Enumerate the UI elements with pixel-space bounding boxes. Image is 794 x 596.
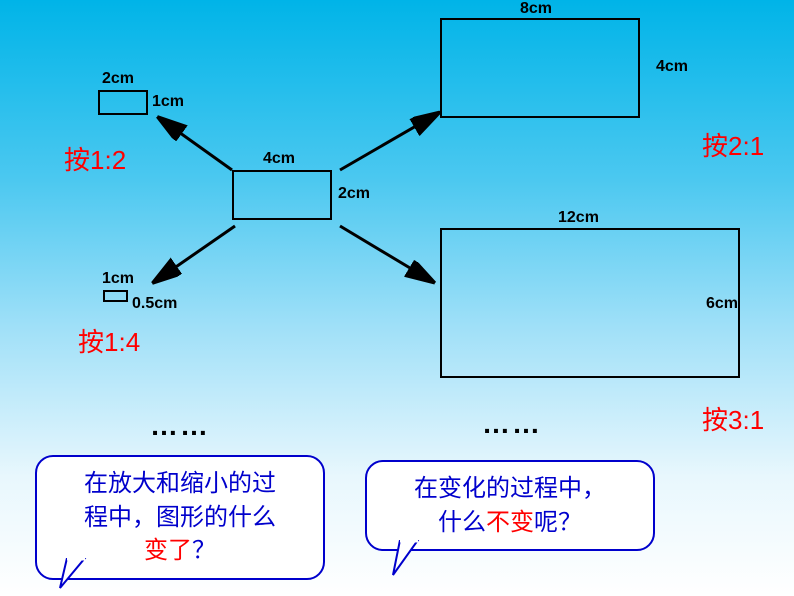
ratio-1-4: 按1:4 <box>78 322 140 359</box>
rect-1-4-width-label: 1cm <box>102 270 134 288</box>
rect-2-1-width-label: 8cm <box>520 0 552 18</box>
speech-tail-left <box>55 558 95 593</box>
ratio-2-1: 按2:1 <box>702 126 764 163</box>
bubble-left-line1: 在放大和缩小的过 <box>84 470 276 497</box>
ratio-3-1: 按3:1 <box>702 400 764 437</box>
rect-1-2 <box>98 90 148 115</box>
speech-bubble-right: 在变化的过程中， 什么不变呢？ <box>365 460 655 551</box>
bubble-right-line2b: 呢？ <box>534 509 582 536</box>
bubble-right-line1: 在变化的过程中， <box>414 475 606 502</box>
bubble-right-line2a: 什么 <box>438 509 486 536</box>
rect-3-1-width-label: 12cm <box>558 209 599 227</box>
rect-3-1 <box>440 228 740 378</box>
rect-1-2-width-label: 2cm <box>102 70 134 88</box>
center-height-label: 2cm <box>338 185 370 203</box>
arrow-to-3-1 <box>330 218 445 293</box>
ellipsis-right: …… <box>482 408 542 440</box>
arrow-to-1-2 <box>150 108 240 178</box>
rect-1-4 <box>103 290 128 302</box>
bubble-left-line2: 程中，图形的什么 <box>84 504 276 531</box>
bubble-right-highlight: 不变 <box>486 509 534 536</box>
rect-3-1-height-label: 6cm <box>706 295 738 313</box>
bubble-left-highlight: 变了 <box>144 537 192 564</box>
ellipsis-left: …… <box>150 410 210 442</box>
arrow-to-2-1 <box>330 105 450 180</box>
rect-2-1 <box>440 18 640 118</box>
arrow-to-1-4 <box>145 218 245 293</box>
ratio-1-2: 按1:2 <box>64 140 126 177</box>
rect-1-4-height-label: 0.5cm <box>132 295 177 313</box>
center-rect <box>232 170 332 220</box>
speech-tail-right <box>388 540 428 580</box>
rect-2-1-height-label: 4cm <box>656 58 688 76</box>
bubble-left-punct: ？ <box>192 537 216 564</box>
center-width-label: 4cm <box>263 150 295 168</box>
